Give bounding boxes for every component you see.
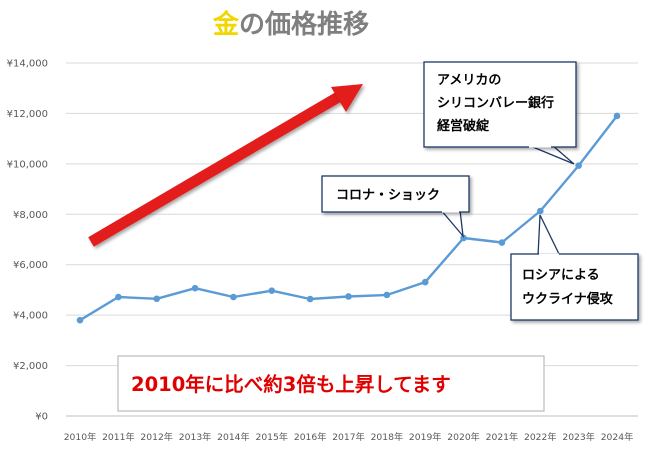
data-point xyxy=(191,284,199,292)
chart-title-rest: の価格推移 xyxy=(239,9,369,40)
callout-russia: ロシアによる ウクライナ侵攻 xyxy=(510,214,639,321)
callout-svb-text-3: 経営破綻 xyxy=(437,118,490,134)
data-point xyxy=(345,293,352,300)
callout-svb-text-1: アメリカの xyxy=(437,73,501,88)
chart-title-accent: 金 xyxy=(212,9,240,40)
x-tick-label: 2020年 xyxy=(447,431,480,443)
callout-svb: アメリカの シリコンバレー銀行 経営破綻 xyxy=(423,61,577,165)
trend-arrow-shaft xyxy=(88,91,343,247)
data-point xyxy=(306,295,314,303)
callout-russia-text-1: ロシアによる xyxy=(522,268,600,283)
data-point xyxy=(268,287,276,294)
callout-russia-text-2: ウクライナ侵攻 xyxy=(522,291,614,307)
callout-corona-box xyxy=(321,175,470,213)
summary-banner-text: 2010年に比べ約3倍も上昇してます xyxy=(131,373,451,396)
x-tick-label: 2019年 xyxy=(409,431,442,443)
data-point xyxy=(421,278,429,286)
callout-svb-text-2: シリコンバレー銀行 xyxy=(437,95,554,111)
x-tick-label: 2024年 xyxy=(601,431,634,443)
x-tick-label: 2013年 xyxy=(179,431,212,443)
data-point xyxy=(383,291,391,299)
callout-corona: コロナ・ショック xyxy=(321,175,470,239)
x-tick-label: 2021年 xyxy=(486,431,519,443)
chart-title: 金の価格推移 xyxy=(212,9,369,40)
series-line-group xyxy=(76,112,621,324)
data-point xyxy=(575,162,582,169)
callout-russia-pointer xyxy=(537,214,562,257)
y-tick-label: ¥2,000 xyxy=(13,361,48,372)
x-tick-label: 2012年 xyxy=(140,431,173,443)
x-tick-label: 2010年 xyxy=(64,431,97,443)
data-point xyxy=(153,295,161,303)
callout-corona-pointer xyxy=(439,209,464,239)
x-tick-label: 2015年 xyxy=(255,431,288,443)
x-tick-label: 2022年 xyxy=(524,431,557,443)
x-tick-label: 2016年 xyxy=(294,431,327,443)
x-tick-label: 2014年 xyxy=(217,431,250,443)
y-tick-label: ¥0 xyxy=(35,412,48,423)
summary-banner-box xyxy=(117,355,545,412)
callout-svb-box xyxy=(423,61,577,148)
x-axis-tick-labels: 2010年 2011年 2012年 2013年 2014年 2015年 2016年 2017年… xyxy=(64,431,634,443)
data-point xyxy=(460,234,467,242)
y-tick-label: ¥8,000 xyxy=(13,210,48,221)
y-tick-label: ¥14,000 xyxy=(7,59,48,70)
x-tick-label: 2017年 xyxy=(332,431,365,443)
y-tick-label: ¥12,000 xyxy=(7,109,48,120)
callout-corona-text: コロナ・ショック xyxy=(336,188,440,203)
y-tick-label: ¥10,000 xyxy=(7,159,48,170)
trend-arrow-head xyxy=(331,84,363,112)
y-tick-label: ¥4,000 xyxy=(13,311,48,322)
data-point xyxy=(536,207,544,215)
summary-banner: 2010年に比べ約3倍も上昇してます xyxy=(117,355,545,412)
callout-russia-box xyxy=(510,253,639,321)
data-point xyxy=(498,239,506,246)
x-tick-label: 2023年 xyxy=(562,431,595,443)
data-point xyxy=(76,316,84,324)
data-point xyxy=(613,112,621,120)
y-axis-tick-labels: ¥0 ¥2,000 ¥4,000 ¥6,000 ¥8,000 ¥10,000 ¥12,000… xyxy=(7,59,48,423)
callout-svb-pointer xyxy=(527,144,575,165)
data-point xyxy=(230,293,237,301)
data-point xyxy=(115,293,122,301)
y-tick-label: ¥6,000 xyxy=(13,260,48,271)
x-tick-label: 2011年 xyxy=(102,431,135,443)
x-tick-label: 2018年 xyxy=(371,431,404,443)
